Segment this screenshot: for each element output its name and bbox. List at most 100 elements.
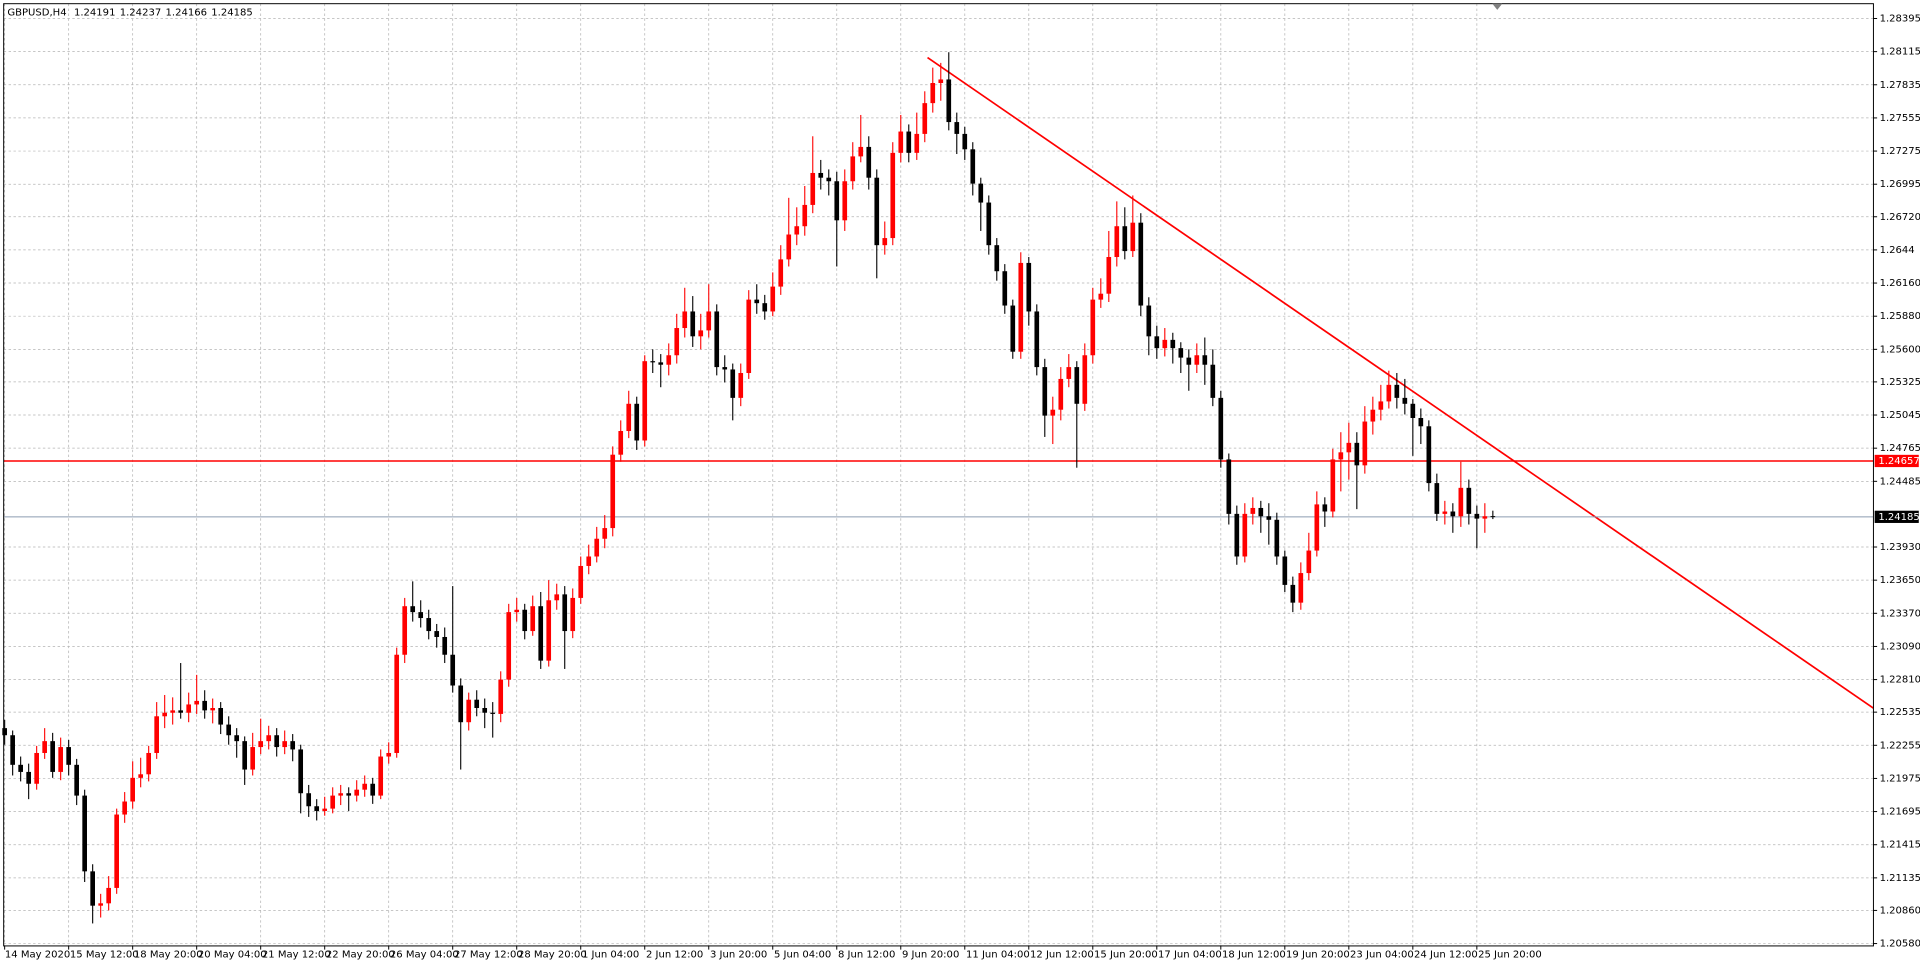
time-label: 12 Jun 12:00 [1030, 950, 1094, 961]
candle-body [986, 202, 992, 246]
candle-body [58, 747, 63, 772]
time-label: 20 May 04:00 [198, 950, 267, 961]
candle-body [722, 367, 728, 370]
candle-body [682, 311, 688, 329]
candle-body [106, 887, 111, 904]
candle-body [466, 699, 472, 723]
ohlc-value: 1.24166 [166, 7, 207, 18]
candle-body [1146, 305, 1152, 337]
candle-body [1154, 336, 1160, 349]
candle-body [714, 311, 720, 368]
chart-header: GBPUSD,H4 1.24191 1.24237 1.24166 1.24185 [7, 7, 252, 18]
level-label: 1.24657 [1878, 456, 1919, 467]
price-label: 1.21975 [1880, 773, 1920, 784]
candle-body [1002, 271, 1008, 306]
candle-body [1090, 299, 1096, 356]
candle-body [2, 728, 7, 736]
candle-body [1466, 487, 1472, 514]
candle-body [98, 903, 103, 906]
bid-badge [1874, 510, 1919, 523]
trend-line [927, 56, 1874, 709]
plot-border [3, 3, 1874, 947]
candle-body [906, 131, 912, 153]
candle-body [1162, 339, 1168, 349]
candle-body [1042, 367, 1048, 416]
candle-body [114, 814, 119, 888]
candle-body [1050, 409, 1056, 416]
candle-body [850, 156, 856, 182]
candle-body [570, 597, 576, 632]
candle-body [434, 631, 440, 637]
candle-body [410, 606, 416, 613]
time-label: 25 Jun 20:00 [1478, 950, 1542, 961]
candle-body [1258, 507, 1264, 517]
candle-body [866, 146, 872, 178]
candle-body [1290, 584, 1296, 603]
candle-body [330, 795, 336, 809]
candle-body [1410, 403, 1416, 418]
candle-body [1394, 384, 1400, 398]
candle-body [810, 172, 816, 205]
candle-body [1250, 507, 1256, 514]
candle-body [82, 795, 87, 872]
candle-body [922, 103, 928, 134]
candle-body [18, 764, 23, 772]
candle-body [898, 131, 904, 153]
candle-body [994, 245, 1000, 272]
candle-body [602, 528, 608, 539]
candle-body [1026, 262, 1032, 312]
candle-body [50, 741, 55, 772]
candle-body [1314, 504, 1320, 551]
candle-body [10, 735, 15, 765]
candle-body [202, 700, 208, 711]
candle-body [242, 741, 248, 770]
price-label: 1.21695 [1880, 807, 1920, 818]
candle-body [474, 699, 480, 709]
candle-body [378, 756, 384, 796]
candle-body [1186, 357, 1192, 365]
candle-body [370, 783, 376, 796]
candle-body [258, 741, 264, 748]
candle-body [626, 403, 632, 432]
price-label: 1.27275 [1880, 146, 1920, 157]
time-label: 5 Jun 04:00 [774, 950, 831, 961]
candle-body [1338, 452, 1344, 460]
ohlc-values: 1.24191 1.24237 1.24166 1.24185 [74, 7, 253, 18]
candle-body [1402, 397, 1408, 404]
candle-body [1426, 426, 1432, 484]
symbol: GBPUSD,H4 [7, 7, 66, 18]
candle-body [594, 538, 600, 557]
candle-body [1322, 504, 1328, 512]
candle-body [938, 79, 944, 84]
candle-body [386, 752, 392, 757]
candle-body [1130, 222, 1136, 252]
candle-body [1378, 401, 1384, 410]
ohlc-value: 1.24191 [74, 7, 115, 18]
time-label: 22 May 20:00 [326, 950, 395, 961]
candle-body [130, 777, 136, 802]
price-label: 1.23650 [1880, 575, 1920, 586]
candle-body [1210, 364, 1216, 398]
price-label: 1.28115 [1880, 47, 1920, 58]
candle-body [538, 606, 544, 661]
candle-body [1074, 367, 1080, 404]
candle-body [706, 311, 712, 331]
time-label: 19 Jun 20:00 [1286, 950, 1350, 961]
candle-body [186, 704, 192, 713]
candle-body [1266, 516, 1272, 520]
candle-body [970, 149, 976, 184]
price-label: 1.26160 [1880, 278, 1920, 289]
candle-body [1178, 348, 1184, 358]
price-label: 1.23370 [1880, 608, 1920, 619]
candle-body [1450, 511, 1456, 517]
price-label: 1.23090 [1880, 641, 1920, 652]
time-label: 1 Jun 04:00 [582, 950, 639, 961]
candle-body [450, 654, 456, 686]
candle-body [1282, 556, 1288, 585]
candle-body [250, 747, 256, 770]
candle-body [1370, 409, 1376, 422]
candle-body [530, 606, 536, 632]
candle-body [1386, 384, 1392, 402]
grid [3, 3, 1874, 946]
